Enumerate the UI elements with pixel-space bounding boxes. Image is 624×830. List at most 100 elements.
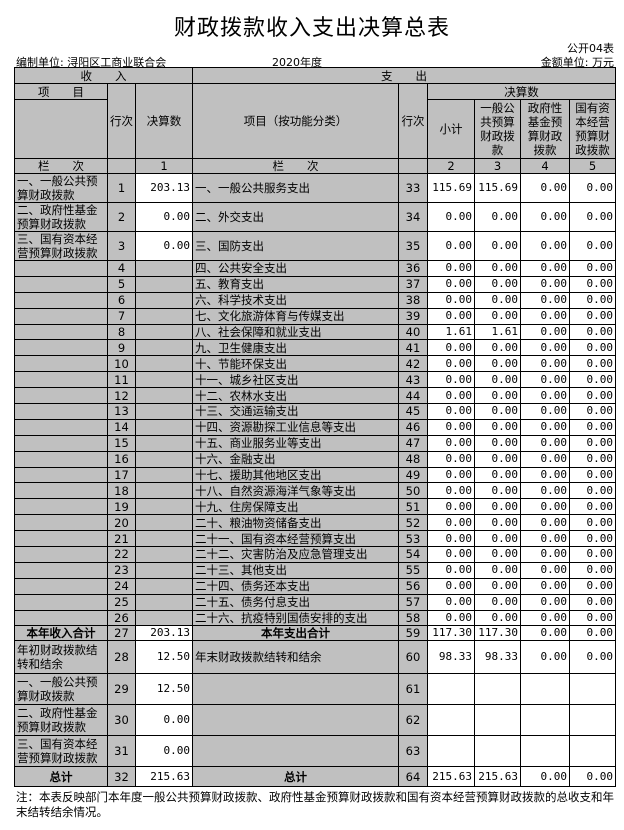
table-row: 年初财政拨款结转和结余 28 12.50 年末财政拨款结转和结余 60 98.33 98.3… — [14, 640, 616, 675]
expense-general: 0.00 — [474, 307, 521, 325]
income-item — [14, 387, 108, 405]
expense-general: 0.00 — [474, 339, 521, 357]
income-row-no: 26 — [107, 609, 136, 627]
expense-row-no: 62 — [398, 704, 428, 737]
income-amount — [135, 371, 193, 389]
expense-state: 0.00 — [569, 561, 616, 579]
table-row: 一、一般公共预算财政拨款 1 203.13 一、一般公共服务支出 33 115.69 115… — [14, 173, 616, 203]
expense-fund — [520, 735, 570, 768]
expense-row-no: 49 — [398, 466, 428, 484]
income-item — [14, 403, 108, 420]
expense-state: 0.00 — [569, 466, 616, 484]
expense-item: 五、教育支出 — [192, 275, 399, 293]
expense-row-no: 59 — [398, 625, 428, 642]
expense-fund: 0.00 — [520, 418, 570, 436]
expense-general: 0.00 — [474, 498, 521, 516]
income-amount: 0.00 — [135, 231, 193, 261]
expense-fund: 0.00 — [520, 498, 570, 516]
money-unit: 金额单位: 万元 — [540, 56, 614, 69]
amount-header: 决算数 — [135, 83, 193, 159]
table-row: 二、政府性基金预算财政拨款 30 0.00 62 — [14, 704, 616, 737]
table-row: 13 十三、交通运输支出 45 0.00 0.00 0.00 0.00 — [14, 403, 616, 420]
income-row-no: 12 — [107, 387, 136, 405]
expense-general: 215.63 — [474, 766, 521, 788]
expense-subtotal: 0.00 — [427, 577, 475, 595]
income-item — [14, 291, 108, 309]
expense-fund: 0.00 — [520, 260, 570, 277]
expense-row-no: 40 — [398, 323, 428, 341]
expense-item: 十八、自然资源海洋气象等支出 — [192, 482, 399, 500]
expense-state: 0.00 — [569, 323, 616, 341]
income-item — [14, 418, 108, 436]
expense-fund: 0.00 — [520, 275, 570, 293]
expense-row-no: 45 — [398, 403, 428, 420]
expense-state: 0.00 — [569, 307, 616, 325]
income-item — [14, 466, 108, 484]
table-row: 二、政府性基金预算财政拨款 2 0.00 二、外交支出 34 0.00 0.00 0.00 0.… — [14, 202, 616, 232]
table-row: 9 九、卫生健康支出 41 0.00 0.00 0.00 0.00 — [14, 339, 616, 357]
expense-item: 九、卫生健康支出 — [192, 339, 399, 357]
col-num: 1 — [135, 158, 193, 174]
table-row: 15 十五、商业服务业等支出 47 0.00 0.00 0.00 0.00 — [14, 434, 616, 452]
income-amount: 215.63 — [135, 766, 193, 788]
income-amount — [135, 546, 193, 563]
expense-fund: 0.00 — [520, 514, 570, 532]
footnote: 注：本表反映部门本年度一般公共预算财政拨款、政府性基金预算财政拨款和国有资本经营… — [16, 790, 614, 819]
income-item — [14, 577, 108, 595]
expense-subtotal: 0.00 — [427, 387, 475, 405]
expense-state: 0.00 — [569, 530, 616, 548]
expense-fund: 0.00 — [520, 371, 570, 389]
expense-row-no: 51 — [398, 498, 428, 516]
table-row: 25 二十五、债务付息支出 57 0.00 0.00 0.00 0.00 — [14, 593, 616, 611]
income-item — [14, 260, 108, 277]
expense-subtotal: 0.00 — [427, 307, 475, 325]
income-item — [14, 530, 108, 548]
income-row-no: 31 — [107, 735, 136, 768]
expense-subtotal: 0.00 — [427, 339, 475, 357]
expense-fund: 0.00 — [520, 291, 570, 309]
income-amount — [135, 260, 193, 277]
expense-row-no: 35 — [398, 231, 428, 261]
income-amount — [135, 450, 193, 468]
income-item: 二、政府性基金预算财政拨款 — [14, 704, 108, 737]
income-row-no: 8 — [107, 323, 136, 341]
expense-state: 0.00 — [569, 339, 616, 357]
expense-fund: 0.00 — [520, 530, 570, 548]
income-amount — [135, 498, 193, 516]
expense-state: 0.00 — [569, 371, 616, 389]
expense-general — [474, 704, 521, 737]
income-row-no: 13 — [107, 403, 136, 420]
expense-row-no: 63 — [398, 735, 428, 768]
expense-fund — [520, 673, 570, 706]
expense-general: 0.00 — [474, 609, 521, 627]
table-row: 4 四、公共安全支出 36 0.00 0.00 0.00 0.00 — [14, 260, 616, 277]
expense-item: 二十四、债务还本支出 — [192, 577, 399, 595]
table-row: 三、国有资本经营预算财政拨款 31 0.00 63 — [14, 735, 616, 768]
income-item: 一、一般公共预算财政拨款 — [14, 173, 108, 203]
expense-subtotal — [427, 704, 475, 737]
expense-item: 十、节能环保支出 — [192, 355, 399, 373]
expense-subtotal: 215.63 — [427, 766, 475, 788]
expense-state — [569, 704, 616, 737]
expense-state: 0.00 — [569, 387, 616, 405]
expense-row-no: 41 — [398, 339, 428, 357]
expense-row-no: 60 — [398, 640, 428, 675]
expense-row-no: 64 — [398, 766, 428, 788]
page-title: 财政拨款收入支出决算总表 — [173, 16, 450, 41]
expense-subtotal: 0.00 — [427, 593, 475, 611]
expense-state: 0.00 — [569, 275, 616, 293]
expense-row-no: 36 — [398, 260, 428, 277]
income-item — [14, 450, 108, 468]
expense-general: 0.00 — [474, 355, 521, 373]
expense-row-no: 50 — [398, 482, 428, 500]
expense-item: 十三、交通运输支出 — [192, 403, 399, 420]
income-row-no: 9 — [107, 339, 136, 357]
expense-subtotal: 0.00 — [427, 561, 475, 579]
table-row: 8 八、社会保障和就业支出 40 1.61 1.61 0.00 0.00 — [14, 323, 616, 341]
expense-row-no: 46 — [398, 418, 428, 436]
expense-general — [474, 673, 521, 706]
expense-item — [192, 673, 399, 706]
fiscal-year: 2020年度 — [272, 56, 322, 69]
income-row-no: 23 — [107, 561, 136, 579]
final-header: 决算数 — [427, 83, 616, 100]
